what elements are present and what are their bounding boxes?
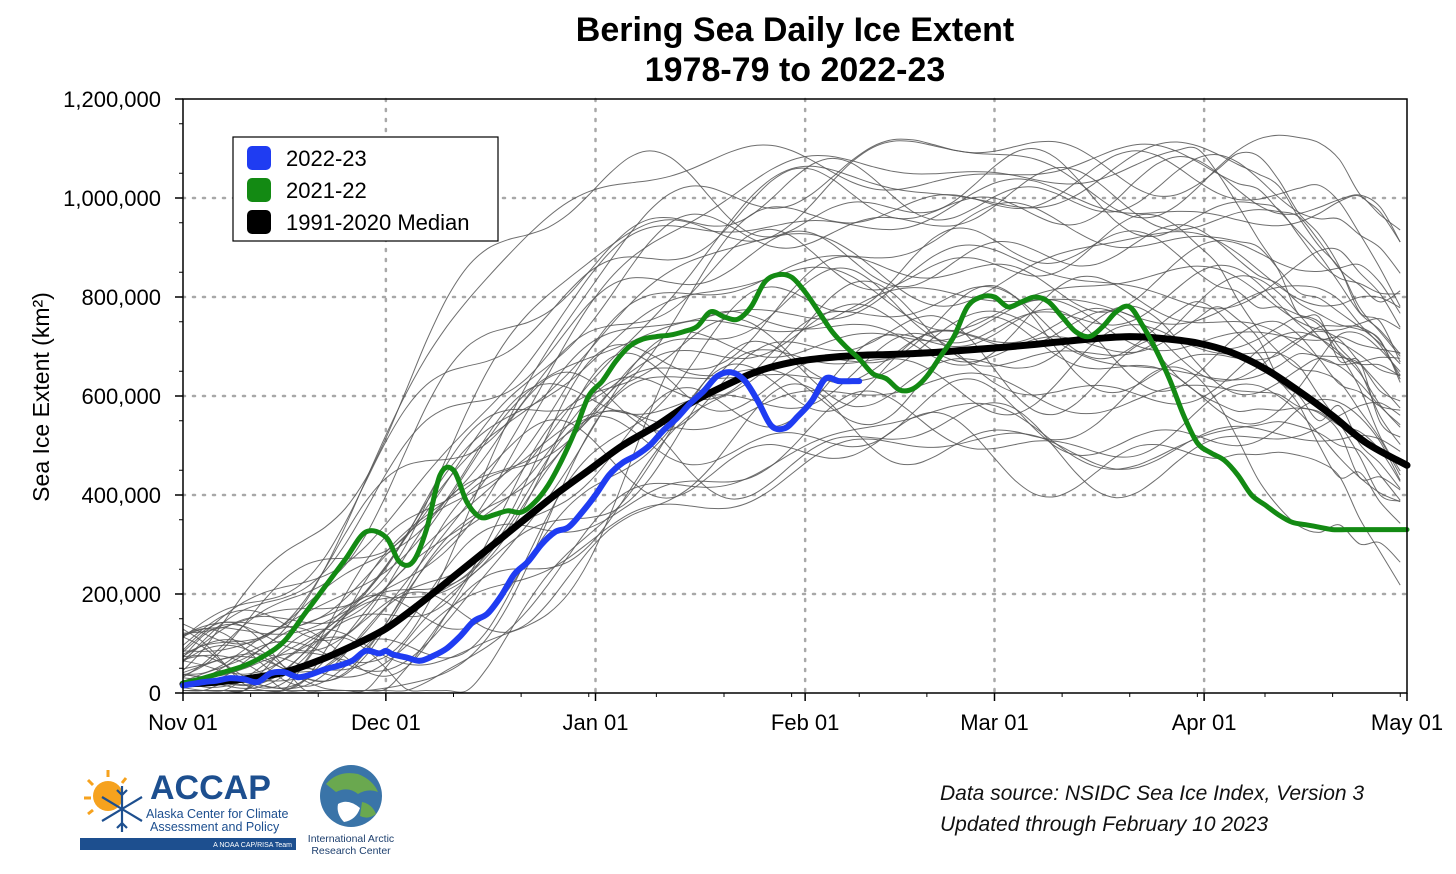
chart-title: Bering Sea Daily Ice Extent <box>575 11 1015 49</box>
historical-year-line <box>182 372 1401 636</box>
historical-year-line <box>182 309 1401 687</box>
x-tick-label: Dec 01 <box>351 710 421 735</box>
y-tick-label: 1,000,000 <box>63 186 161 211</box>
data-source-text: Data source: NSIDC Sea Ice Index, Versio… <box>940 782 1365 805</box>
accap-line2: Assessment and Policy <box>150 820 280 834</box>
legend: 2022-23 2021-22 1991-2020 Median <box>232 136 499 242</box>
x-tick-label: Nov 01 <box>148 710 218 735</box>
accap-logo: ACCAP Alaska Center for Climate Assessme… <box>80 769 296 850</box>
series-line-2022-23 <box>180 369 863 689</box>
historical-year-line <box>182 315 1401 693</box>
highlight-series-layer <box>179 271 1411 689</box>
historical-year-line <box>182 310 1401 692</box>
legend-box <box>232 136 499 242</box>
historical-year-line <box>182 224 1401 663</box>
iarc-logo: International Arctic Research Center <box>308 765 394 857</box>
x-tick-label: Apr 01 <box>1172 710 1237 735</box>
historical-year-line <box>182 154 1401 678</box>
historical-year-line <box>182 167 1401 677</box>
chart-title-block: Bering Sea Daily Ice Extent 1978-79 to 2… <box>0 10 1456 90</box>
historical-year-line <box>182 148 1401 671</box>
historical-year-line <box>183 264 1401 692</box>
historical-year-line <box>183 231 1401 693</box>
historical-year-line <box>182 138 1401 678</box>
accap-name: ACCAP <box>150 769 271 807</box>
historical-year-line <box>182 324 1401 693</box>
historical-year-line <box>182 284 1401 693</box>
series-line-2021-22 <box>180 271 1410 686</box>
axis-layer: Nov 01 Dec 01 Jan 01 Feb 01 Mar 01 Apr 01 May … <box>63 87 1443 735</box>
historical-year-line <box>182 134 1401 634</box>
source-note: Data source: NSIDC Sea Ice Index, Versio… <box>940 778 1364 840</box>
x-tick-label: Jan 01 <box>562 710 628 735</box>
iarc-line1: International Arctic <box>308 833 394 845</box>
historical-year-line <box>182 401 1401 646</box>
historical-year-line <box>182 331 1401 645</box>
iarc-line2: Research Center <box>311 845 391 857</box>
historical-year-line <box>182 402 1401 692</box>
legend-swatch <box>247 146 271 170</box>
y-tick-label: 800,000 <box>81 285 161 310</box>
updated-text: Updated through February 10 2023 <box>940 813 1269 836</box>
historical-year-line <box>182 366 1401 692</box>
globe-icon <box>320 765 382 827</box>
historical-year-line <box>182 156 1401 638</box>
historical-year-line <box>182 150 1401 689</box>
x-tick-label: May 01 <box>1371 710 1443 735</box>
chart-subtitle: 1978-79 to 2022-23 <box>644 51 946 89</box>
legend-swatch <box>247 210 271 234</box>
y-axis-label: Sea Ice Extent (km²) <box>28 292 54 502</box>
accap-tagline: A NOAA CAP/RISA Team <box>213 842 292 849</box>
ice-extent-chart: Nov 01 Dec 01 Jan 01 Feb 01 Mar 01 Apr 01 May … <box>28 87 1443 735</box>
historical-year-line <box>182 425 1401 678</box>
historical-year-line <box>183 141 1401 692</box>
historical-year-line <box>182 307 1401 693</box>
snowflake-icon <box>101 786 143 832</box>
x-tick-label: Mar 01 <box>960 710 1028 735</box>
accap-bar <box>80 838 296 850</box>
historical-year-line <box>182 285 1401 652</box>
y-tick-label: 400,000 <box>81 483 161 508</box>
x-tick-label: Feb 01 <box>771 710 840 735</box>
series-line-median <box>179 333 1411 688</box>
legend-label: 2022-23 <box>286 146 367 171</box>
historical-year-line <box>182 244 1401 637</box>
y-tick-label: 0 <box>149 681 161 706</box>
legend-swatch <box>247 178 271 202</box>
accap-line1: Alaska Center for Climate <box>146 807 288 821</box>
historical-year-line <box>182 303 1401 687</box>
historical-years-layer <box>182 134 1401 693</box>
y-tick-label: 600,000 <box>81 384 161 409</box>
sun-icon <box>84 770 128 816</box>
y-tick-label: 200,000 <box>81 582 161 607</box>
legend-label: 1991-2020 Median <box>286 210 469 235</box>
historical-year-line <box>182 213 1401 655</box>
historical-year-line <box>182 298 1401 686</box>
legend-label: 2021-22 <box>286 178 367 203</box>
historical-year-line <box>182 143 1401 682</box>
y-tick-label: 1,200,000 <box>63 87 161 112</box>
historical-year-line <box>182 178 1401 653</box>
